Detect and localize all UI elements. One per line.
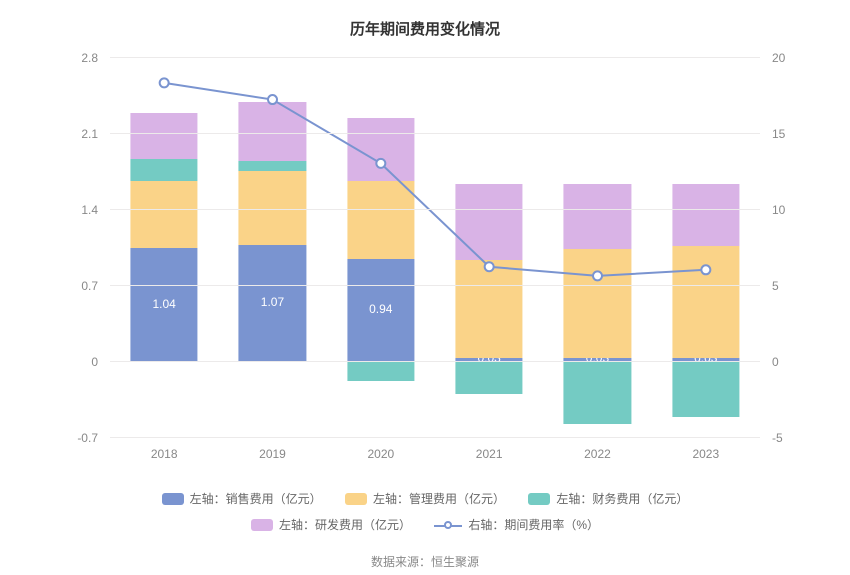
bar-seg-sales xyxy=(347,259,414,361)
grid-line: 00 xyxy=(110,361,760,362)
bar-stack[interactable]: 0.03 xyxy=(672,57,739,437)
bar-stack[interactable]: 0.94 xyxy=(347,57,414,437)
grid-line: 2.115 xyxy=(110,133,760,134)
bar-slot: 1.07 xyxy=(218,57,326,437)
chart-container: 历年期间费用变化情况 1.04 1.07 0.94 0.03 0.03 0.03 2018… xyxy=(0,0,850,575)
bar-seg-rd xyxy=(456,184,523,260)
grid-line: 0.75 xyxy=(110,285,760,286)
bar-seg-finance xyxy=(456,361,523,394)
legend-label-finance: 左轴：财务费用（亿元） xyxy=(556,487,688,511)
bars-layer: 1.04 1.07 0.94 0.03 0.03 0.03 xyxy=(110,57,760,437)
y-right-tick: 10 xyxy=(772,203,785,217)
bar-seg-finance xyxy=(564,361,631,424)
bar-stack[interactable]: 0.03 xyxy=(456,57,523,437)
plot-area: 1.041.070.940.030.030.03 201820192020202… xyxy=(110,57,760,437)
y-left-tick: 2.1 xyxy=(81,127,98,141)
bar-seg-admin xyxy=(456,260,523,358)
legend-label-rd: 左轴：研发费用（亿元） xyxy=(279,513,411,537)
grid-line: 2.820 xyxy=(110,57,760,58)
bar-seg-rd xyxy=(239,102,306,162)
bar-slot: 0.94 xyxy=(327,57,435,437)
legend-item-finance[interactable]: 左轴：财务费用（亿元） xyxy=(528,487,688,511)
bar-seg-admin xyxy=(239,171,306,245)
x-tick: 2020 xyxy=(327,447,435,461)
bar-seg-admin xyxy=(564,249,631,358)
y-left-tick: 1.4 xyxy=(81,203,98,217)
y-left-tick: 2.8 xyxy=(81,51,98,65)
bar-seg-finance xyxy=(131,159,198,181)
bar-seg-finance xyxy=(239,161,306,171)
legend-label-rate: 右轴：期间费用率（%） xyxy=(468,513,599,537)
swatch-rd xyxy=(251,519,273,531)
legend: 左轴：销售费用（亿元） 左轴：管理费用（亿元） 左轴：财务费用（亿元） 左轴：研… xyxy=(40,487,810,539)
y-right-tick: -5 xyxy=(772,431,783,445)
bar-slot: 0.03 xyxy=(435,57,543,437)
swatch-finance xyxy=(528,493,550,505)
y-left-tick: 0 xyxy=(91,355,98,369)
y-right-tick: 20 xyxy=(772,51,785,65)
bar-seg-rd xyxy=(564,184,631,249)
bar-seg-admin xyxy=(672,246,739,358)
legend-item-rd[interactable]: 左轴：研发费用（亿元） xyxy=(251,513,411,537)
y-right-tick: 5 xyxy=(772,279,779,293)
legend-item-rate[interactable]: 右轴：期间费用率（%） xyxy=(434,513,599,537)
y-left-tick: -0.7 xyxy=(77,431,98,445)
bar-seg-sales xyxy=(131,248,198,361)
legend-item-admin[interactable]: 左轴：管理费用（亿元） xyxy=(345,487,505,511)
x-tick: 2023 xyxy=(652,447,760,461)
bar-seg-admin xyxy=(131,181,198,248)
bar-seg-finance xyxy=(347,361,414,381)
x-tick: 2019 xyxy=(218,447,326,461)
x-tick: 2018 xyxy=(110,447,218,461)
grid-line: 1.410 xyxy=(110,209,760,210)
bar-stack[interactable]: 0.03 xyxy=(564,57,631,437)
bar-seg-rd xyxy=(672,184,739,246)
chart-title: 历年期间费用变化情况 xyxy=(0,18,850,39)
y-right-tick: 15 xyxy=(772,127,785,141)
bar-slot: 1.04 xyxy=(110,57,218,437)
bar-stack[interactable]: 1.04 xyxy=(131,57,198,437)
legend-label-sales: 左轴：销售费用（亿元） xyxy=(190,487,322,511)
x-tick: 2022 xyxy=(543,447,651,461)
data-source: 数据来源：恒生聚源 xyxy=(0,553,850,570)
swatch-admin xyxy=(345,493,367,505)
bar-slot: 0.03 xyxy=(543,57,651,437)
bar-seg-sales xyxy=(239,245,306,361)
grid-line: -0.7-5 xyxy=(110,437,760,438)
bar-seg-rd xyxy=(131,113,198,159)
legend-label-admin: 左轴：管理费用（亿元） xyxy=(373,487,505,511)
bar-seg-rd xyxy=(347,118,414,181)
y-left-tick: 0.7 xyxy=(81,279,98,293)
y-right-tick: 0 xyxy=(772,355,779,369)
swatch-rate xyxy=(434,519,462,531)
bar-slot: 0.03 xyxy=(652,57,760,437)
bar-seg-finance xyxy=(672,361,739,417)
x-axis: 201820192020202120222023 xyxy=(110,447,760,461)
legend-item-sales[interactable]: 左轴：销售费用（亿元） xyxy=(162,487,322,511)
bar-seg-admin xyxy=(347,181,414,259)
swatch-sales xyxy=(162,493,184,505)
x-tick: 2021 xyxy=(435,447,543,461)
bar-stack[interactable]: 1.07 xyxy=(239,57,306,437)
